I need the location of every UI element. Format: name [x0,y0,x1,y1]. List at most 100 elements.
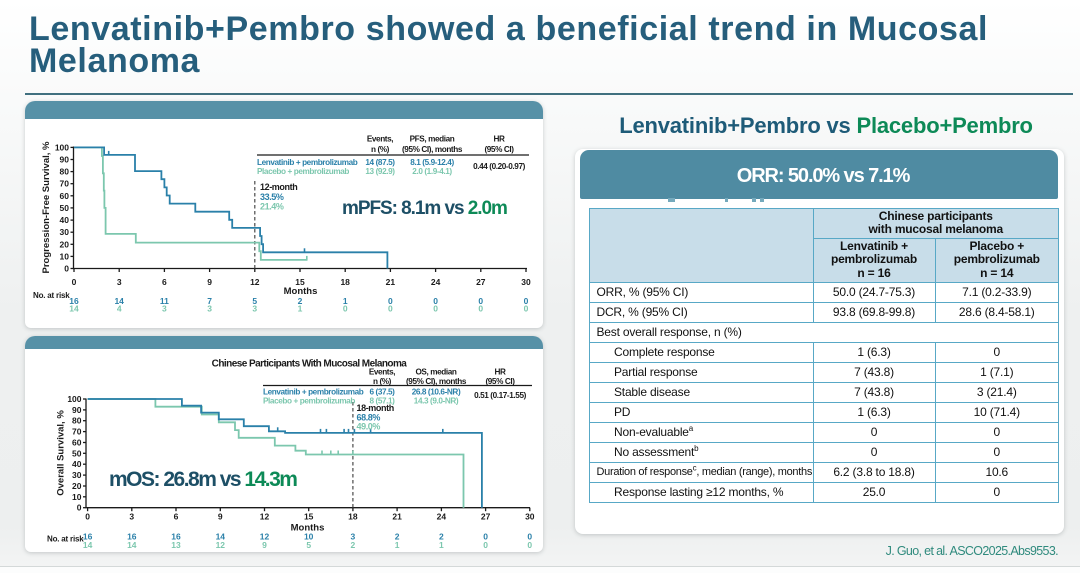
svg-text:n (%): n (%) [371,145,390,154]
svg-text:33.5%: 33.5% [260,192,284,202]
svg-text:24: 24 [437,512,447,522]
svg-text:9: 9 [262,540,267,550]
svg-text:2.0 (1.9-4.1): 2.0 (1.9-4.1) [412,167,452,176]
svg-text:15: 15 [304,512,314,522]
svg-text:21.4%: 21.4% [260,202,284,212]
svg-text:14: 14 [114,296,124,306]
svg-text:Months: Months [284,286,318,297]
svg-text:16: 16 [127,532,137,542]
svg-text:3: 3 [252,304,257,314]
svg-text:1: 1 [343,296,348,306]
svg-text:13: 13 [171,540,181,550]
svg-text:Events,: Events, [369,368,395,377]
svg-text:60: 60 [60,191,70,201]
svg-text:90: 90 [72,405,82,415]
svg-text:100: 100 [55,142,69,152]
svg-text:14 (87.5): 14 (87.5) [365,158,395,167]
svg-text:0: 0 [433,296,438,306]
svg-text:No. at risk: No. at risk [47,535,84,544]
svg-text:0: 0 [483,540,488,550]
svg-text:14: 14 [216,532,226,542]
svg-text:0: 0 [77,503,82,513]
svg-text:No. at risk: No. at risk [33,291,70,300]
svg-text:7: 7 [207,296,212,306]
svg-text:5: 5 [306,540,311,550]
svg-text:30: 30 [72,470,82,480]
svg-text:HR: HR [493,135,505,144]
svg-text:9: 9 [218,512,223,522]
svg-text:50: 50 [60,203,70,213]
svg-text:50: 50 [72,448,82,458]
svg-text:3: 3 [129,512,134,522]
svg-text:49.0%: 49.0% [357,422,381,432]
svg-text:3: 3 [207,304,212,314]
svg-text:0: 0 [478,296,483,306]
svg-text:90: 90 [60,155,70,165]
svg-text:mPFS: 8.1m vs 2.0m: mPFS: 8.1m vs 2.0m [342,198,507,219]
svg-text:18: 18 [340,277,350,287]
svg-text:12: 12 [250,277,260,287]
svg-text:8 (57.1): 8 (57.1) [369,397,395,406]
svg-text:14.3 (9.0-NR): 14.3 (9.0-NR) [414,397,459,406]
svg-text:0.51 (0.17-1.55): 0.51 (0.17-1.55) [474,391,527,400]
svg-text:Placebo + pembrolizumab: Placebo + pembrolizumab [263,397,355,406]
svg-text:Lenvatinib + pembrolizumab: Lenvatinib + pembrolizumab [263,388,364,397]
svg-text:0: 0 [527,532,532,542]
svg-text:16: 16 [69,296,79,306]
svg-text:40: 40 [72,459,82,469]
svg-text:0: 0 [524,296,529,306]
svg-text:100: 100 [67,394,81,404]
svg-text:21: 21 [392,512,402,522]
svg-text:6: 6 [162,277,167,287]
svg-text:(95% CI), months: (95% CI), months [402,145,463,154]
svg-text:6 (37.5): 6 (37.5) [369,388,395,397]
svg-text:(95% CI), months: (95% CI), months [406,377,467,386]
svg-text:Months: Months [291,523,325,534]
svg-text:n (%): n (%) [373,377,392,386]
svg-text:0: 0 [524,304,529,314]
svg-text:Lenvatinib + pembrolizumab: Lenvatinib + pembrolizumab [257,158,358,167]
svg-text:27: 27 [476,277,486,287]
svg-text:30: 30 [521,277,531,287]
svg-text:6: 6 [174,512,179,522]
svg-text:3: 3 [117,277,122,287]
svg-text:2: 2 [395,532,400,542]
svg-text:(95% CI): (95% CI) [485,377,515,386]
svg-text:70: 70 [60,179,70,189]
svg-text:Placebo + pembrolizumab: Placebo + pembrolizumab [257,167,349,176]
svg-text:18-month: 18-month [357,403,394,413]
svg-text:Overall Survival, %: Overall Survival, % [56,410,67,496]
svg-text:70: 70 [72,427,82,437]
svg-text:12: 12 [216,540,226,550]
svg-text:30: 30 [60,227,70,237]
svg-text:68.8%: 68.8% [357,413,381,423]
svg-text:14: 14 [83,540,93,550]
svg-text:14: 14 [127,540,137,550]
svg-text:0: 0 [478,304,483,314]
svg-text:4: 4 [117,304,122,314]
svg-text:20: 20 [72,481,82,491]
svg-text:2: 2 [351,540,356,550]
svg-text:80: 80 [60,167,70,177]
svg-text:11: 11 [160,296,169,306]
svg-text:0: 0 [64,264,69,274]
svg-text:14: 14 [69,304,79,314]
svg-text:0: 0 [343,304,348,314]
svg-text:OS, median: OS, median [415,368,456,377]
svg-text:0: 0 [483,532,488,542]
svg-text:16: 16 [171,532,181,542]
svg-text:12: 12 [260,532,270,542]
svg-text:20: 20 [60,239,70,249]
svg-text:80: 80 [72,416,82,426]
svg-text:0: 0 [433,304,438,314]
svg-text:Progression-Free Survival, %: Progression-Free Survival, % [41,141,52,274]
svg-text:Chinese Participants With Muco: Chinese Participants With Mucosal Melano… [212,359,408,370]
svg-text:2: 2 [298,296,303,306]
svg-text:13 (92.9): 13 (92.9) [365,167,395,176]
svg-text:0: 0 [388,296,393,306]
svg-text:18: 18 [348,512,358,522]
svg-text:1: 1 [395,540,400,550]
svg-text:0: 0 [527,540,532,550]
svg-text:10: 10 [72,492,82,502]
svg-text:9: 9 [207,277,212,287]
